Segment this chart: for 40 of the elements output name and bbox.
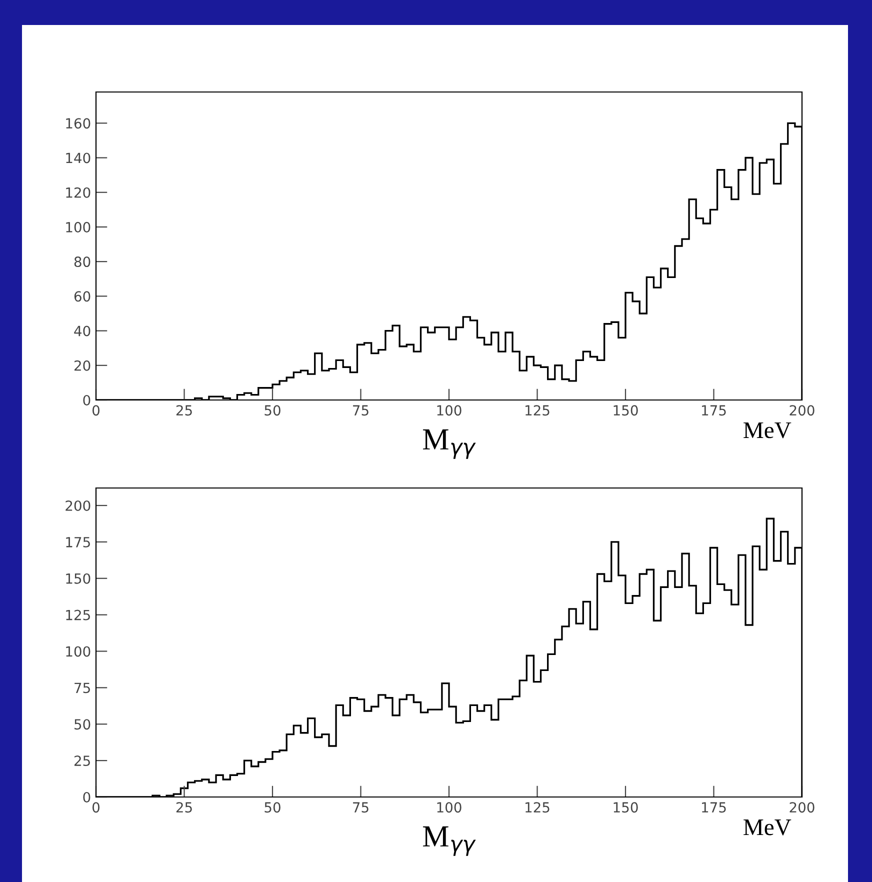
- x-axis-title: M$_{γγ}$: [422, 826, 476, 856]
- y-tick-label: 40: [74, 326, 90, 336]
- y-tick-label: 100: [66, 646, 90, 657]
- x-tick-label: 75: [353, 405, 368, 416]
- x-tick-label: 175: [702, 405, 726, 416]
- x-tick-label: 50: [264, 405, 280, 416]
- x-axis-title: M$_{γγ}$: [422, 429, 476, 459]
- text: MeV: [744, 422, 792, 438]
- x-tick-label: 200: [790, 405, 814, 416]
- x-tick-label: 0: [92, 405, 100, 416]
- x-tick-label: 200: [790, 802, 814, 813]
- y-tick-label: 125: [66, 610, 90, 620]
- y-tick-label: 75: [74, 682, 90, 694]
- y-tick-label: 160: [66, 118, 90, 129]
- x-tick-label: 150: [614, 405, 638, 416]
- x-tick-label: 125: [526, 405, 550, 416]
- y-tick-label: 150: [66, 573, 90, 584]
- y-tick-label: 100: [66, 222, 90, 232]
- y-tick-label: 140: [66, 152, 90, 164]
- x-tick-label: 50: [264, 802, 280, 813]
- y-tick-label: 0: [83, 792, 90, 802]
- y-tick-label: 20: [74, 360, 90, 371]
- x-tick-label: 25: [176, 405, 192, 416]
- y-tick-label: 60: [74, 291, 90, 302]
- y-tick-label: 50: [74, 719, 90, 730]
- x-tick-label: 25: [176, 802, 192, 813]
- y-tick-label: 25: [74, 756, 90, 766]
- y-tick-label: 80: [74, 256, 90, 268]
- x-tick-label: 0: [92, 802, 100, 813]
- x-tick-label: 125: [526, 802, 550, 813]
- y-tick-label: 120: [66, 187, 90, 198]
- x-tick-label: 150: [614, 802, 638, 813]
- y-tick-label: 175: [66, 537, 90, 548]
- x-tick-label: 75: [353, 802, 368, 813]
- y-tick-label: 0: [83, 394, 90, 406]
- x-tick-label: 100: [437, 405, 462, 416]
- x-tick-label: 175: [702, 802, 726, 813]
- y-tick-label: 200: [66, 500, 90, 511]
- x-tick-label: 100: [437, 802, 462, 813]
- text: MeV: [744, 820, 792, 836]
